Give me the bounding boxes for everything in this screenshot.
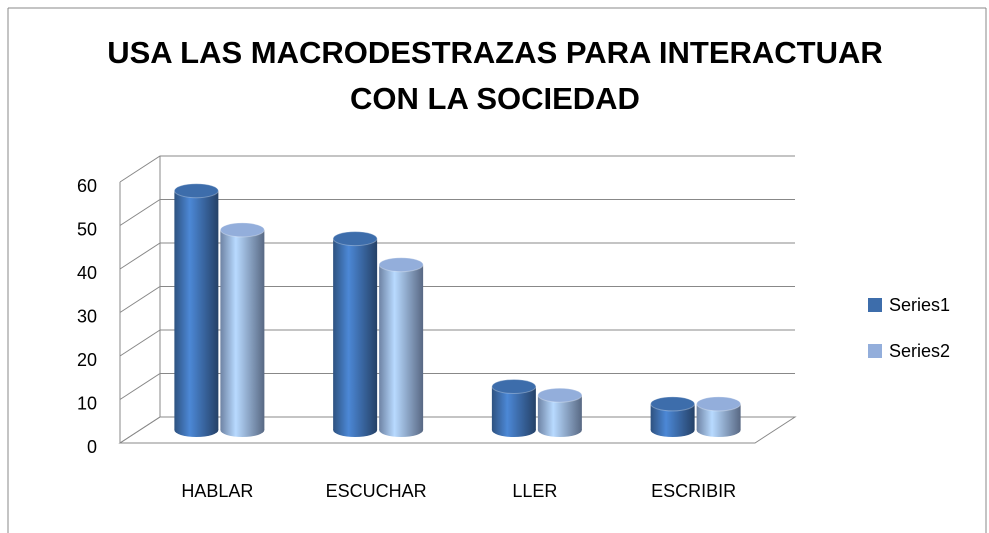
x-tick-label: HABLAR xyxy=(181,481,253,501)
grid-line xyxy=(119,286,795,313)
bar xyxy=(491,379,537,437)
grid-line xyxy=(119,373,795,400)
legend-swatch xyxy=(868,344,882,358)
grid-line xyxy=(119,329,795,357)
bar xyxy=(696,396,742,437)
y-tick-label: 20 xyxy=(77,350,97,370)
legend-swatch xyxy=(868,298,882,312)
grid-line xyxy=(119,416,795,444)
legend-label: Series1 xyxy=(889,295,950,315)
bar xyxy=(219,222,265,437)
y-tick-label: 0 xyxy=(87,437,97,457)
bar xyxy=(378,257,424,437)
bar xyxy=(537,387,583,437)
legend-label: Series2 xyxy=(889,341,950,361)
x-tick-label: ESCUCHAR xyxy=(326,481,427,501)
y-tick-label: 10 xyxy=(77,393,97,413)
y-tick-label: 30 xyxy=(77,306,97,326)
grid-line xyxy=(119,155,795,183)
grid-line xyxy=(119,242,795,270)
x-tick-label: LLER xyxy=(512,481,557,501)
y-tick-label: 40 xyxy=(77,263,97,283)
chart-title: USA LAS MACRODESTRAZAS PARA INTERACTUAR … xyxy=(107,35,883,116)
bar xyxy=(650,396,696,437)
bar xyxy=(173,183,219,437)
y-tick-label: 60 xyxy=(77,176,97,196)
bar xyxy=(332,231,378,437)
x-tick-label: ESCRIBIR xyxy=(651,481,736,501)
y-tick-label: 50 xyxy=(77,219,97,239)
grid-line xyxy=(119,199,795,226)
